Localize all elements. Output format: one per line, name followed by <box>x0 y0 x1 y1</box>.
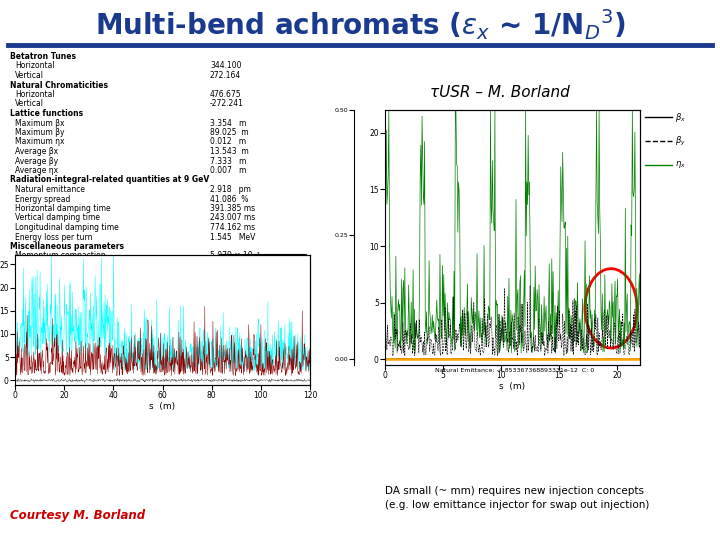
Text: 2.859: 2.859 <box>210 261 232 270</box>
Text: Courtesy M. Borland: Courtesy M. Borland <box>10 509 145 522</box>
Text: Average ηx: Average ηx <box>15 166 58 175</box>
Text: $\beta_x$: $\beta_x$ <box>675 111 686 124</box>
Text: $\beta_x$: $\beta_x$ <box>242 256 253 269</box>
Text: Multi-bend achromats ($\varepsilon_x$ ~ 1/N$_D$$^3$): Multi-bend achromats ($\varepsilon_x$ ~ … <box>94 8 626 42</box>
Text: τUSR – M. Borland
A Tevatron-size USR
based on a 7BA lattice: τUSR – M. Borland A Tevatron-size USR ba… <box>430 85 602 149</box>
Text: 476.675: 476.675 <box>210 90 242 99</box>
Text: 5.079 × 10⁻³: 5.079 × 10⁻³ <box>210 252 260 260</box>
X-axis label: s  (m): s (m) <box>500 382 526 390</box>
Text: Damping partition Jy: Damping partition Jy <box>15 271 94 280</box>
Text: Vertical damping time: Vertical damping time <box>15 213 100 222</box>
Text: Natural emittance: Natural emittance <box>15 185 85 194</box>
Text: 0.012   m: 0.012 m <box>210 138 246 146</box>
Text: Damping partition Jx: Damping partition Jx <box>15 261 94 270</box>
FancyBboxPatch shape <box>219 254 306 296</box>
Text: 2.918   pm: 2.918 pm <box>210 185 251 194</box>
Text: 391.385 ms: 391.385 ms <box>210 204 255 213</box>
Text: 272.164: 272.164 <box>210 71 241 80</box>
Text: 243.007 ms: 243.007 ms <box>210 213 256 222</box>
X-axis label: s  (m): s (m) <box>150 402 176 410</box>
Text: Average βx: Average βx <box>15 147 58 156</box>
Text: Horizontal damping time: Horizontal damping time <box>15 204 111 213</box>
Text: Energy spread: Energy spread <box>15 194 71 204</box>
Text: Horizontal: Horizontal <box>15 90 55 99</box>
Text: 1.545   MeV: 1.545 MeV <box>210 233 256 241</box>
Text: $\beta_y$: $\beta_y$ <box>675 134 686 147</box>
Text: 0.341: 0.341 <box>210 280 232 289</box>
Text: Vertical: Vertical <box>15 99 44 109</box>
Text: -272.241: -272.241 <box>210 99 244 109</box>
Text: Natural Emittance: -4.853367368893331e-12  C: 0: Natural Emittance: -4.853367368893331e-1… <box>436 368 595 373</box>
Text: Maximum βx: Maximum βx <box>15 118 65 127</box>
Text: Natural Chromaticities: Natural Chromaticities <box>10 80 108 90</box>
Text: $\beta_y$: $\beta_y$ <box>242 271 253 284</box>
Text: Average βy: Average βy <box>15 157 58 165</box>
Text: Longitudinal damping time: Longitudinal damping time <box>15 223 119 232</box>
Text: 0.007   m: 0.007 m <box>210 166 246 175</box>
Text: Energy loss per turn: Energy loss per turn <box>15 233 92 241</box>
Text: $\eta_x$: $\eta_x$ <box>675 159 686 171</box>
Text: Vertical: Vertical <box>15 71 44 80</box>
Text: $\eta_x$: $\eta_x$ <box>242 285 253 295</box>
Text: 41.086  %: 41.086 % <box>210 194 248 204</box>
Text: 774.162 ms: 774.162 ms <box>210 223 255 232</box>
Text: 7.333   m: 7.333 m <box>210 157 246 165</box>
Text: 89.025  m: 89.025 m <box>210 128 248 137</box>
Text: DA small (~ mm) requires new injection concepts
(e.g. low emittance injector for: DA small (~ mm) requires new injection c… <box>385 486 649 510</box>
Text: Damping partition Jz: Damping partition Jz <box>15 280 94 289</box>
Text: Lattice functions: Lattice functions <box>10 109 83 118</box>
Text: Maximum βy: Maximum βy <box>15 128 65 137</box>
Text: Maximum ηx: Maximum ηx <box>15 138 65 146</box>
Text: Radiation-integral-related quantities at 9 GeV: Radiation-integral-related quantities at… <box>10 176 210 185</box>
Text: Momentum compaction: Momentum compaction <box>15 252 106 260</box>
Text: .000: .000 <box>210 271 227 280</box>
Text: Betatron Tunes: Betatron Tunes <box>10 52 76 61</box>
Text: 344.100: 344.100 <box>210 62 241 71</box>
Text: 13.543  m: 13.543 m <box>210 147 248 156</box>
Text: 3.354   m: 3.354 m <box>210 118 246 127</box>
Text: Miscellaneous parameters: Miscellaneous parameters <box>10 242 124 251</box>
Text: Horizontal: Horizontal <box>15 62 55 71</box>
